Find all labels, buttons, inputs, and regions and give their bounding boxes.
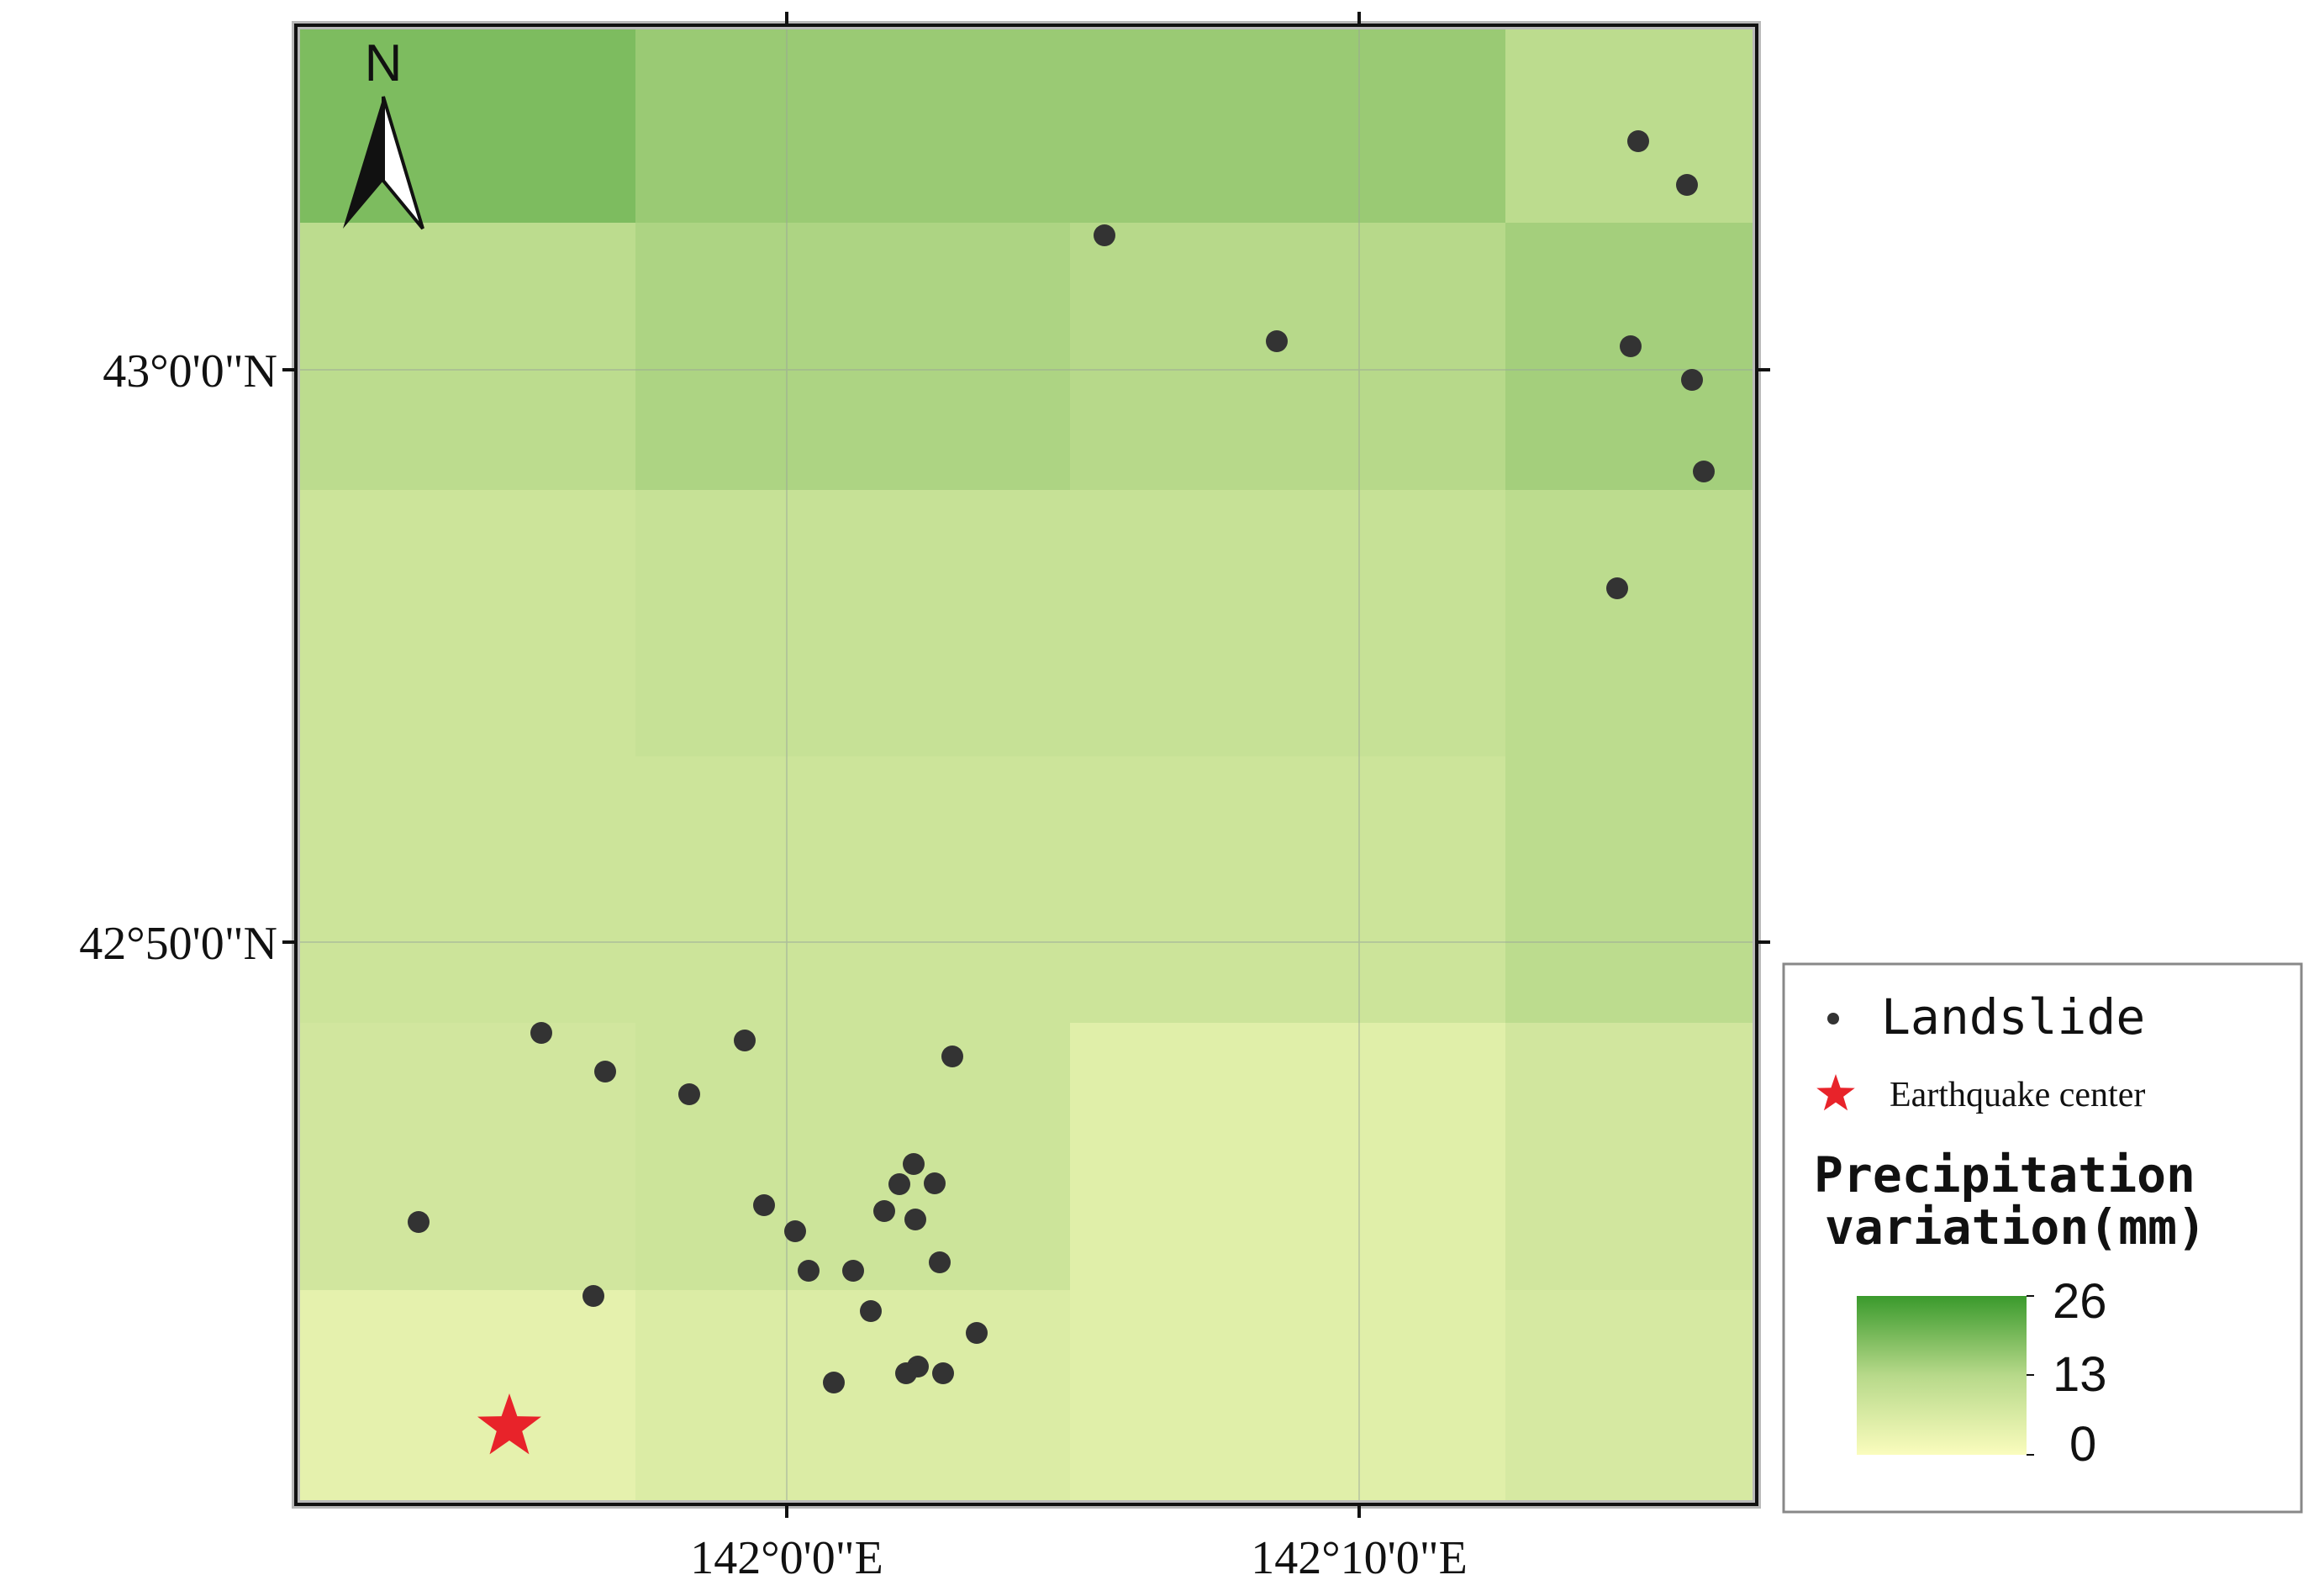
legend-ramp-ticks [2027, 1295, 2034, 1456]
landslide-point [753, 1194, 775, 1216]
landslide-point [941, 1046, 963, 1067]
precipitation-cell [296, 25, 635, 223]
lon-label-142-0: 142°0'0"E [690, 1532, 883, 1584]
precipitation-cell [635, 1290, 1070, 1504]
lat-label-42-50: 42°50'0"N [79, 918, 277, 970]
legend-tick-mid: 13 [2053, 1347, 2107, 1402]
earthquake-star-icon [477, 1393, 541, 1455]
landslide-point [842, 1260, 864, 1282]
precipitation-cell [1505, 1290, 1757, 1504]
precipitation-cell [635, 1023, 1070, 1290]
landslide-dot-icon [1827, 1013, 1839, 1024]
lat-label-43-0: 43°0'0"N [103, 345, 277, 398]
landslide-point [1266, 330, 1288, 352]
precipitation-cell [296, 756, 635, 1023]
landslide-point [1094, 224, 1115, 246]
precipitation-cell [1070, 1290, 1505, 1504]
precipitation-cell [1505, 1023, 1757, 1290]
precipitation-cell [1070, 223, 1505, 490]
precipitation-cell [1070, 490, 1505, 756]
landslide-point [408, 1211, 430, 1233]
landslide-point [904, 1209, 926, 1230]
landslide-point [678, 1083, 700, 1105]
legend-earthquake-label: Earthquake center [1890, 1076, 2145, 1114]
precipitation-cell [1070, 1023, 1505, 1290]
precipitation-cell [1505, 756, 1757, 1023]
landslide-point [594, 1061, 616, 1082]
landslide-point [860, 1300, 882, 1322]
precipitation-cell [1070, 756, 1505, 1023]
map-frame [294, 24, 1758, 1506]
landslide-point [784, 1220, 806, 1242]
precipitation-cell [296, 1023, 635, 1290]
legend-tick-min: 0 [2069, 1417, 2096, 1472]
landslide-point [582, 1285, 604, 1307]
precipitation-cell [296, 490, 635, 756]
legend-landslide-label: Landslide [1881, 988, 2145, 1046]
landslide-point [1676, 174, 1698, 196]
precipitation-cell [635, 756, 1070, 1023]
graticule [296, 25, 1757, 1504]
landslide-points [408, 130, 1715, 1393]
precipitation-cell [296, 1290, 635, 1504]
precipitation-cell [1070, 25, 1505, 223]
precipitation-cell [635, 25, 1070, 223]
legend-title-line2: variation(mm) [1825, 1198, 2206, 1256]
precipitation-cell [635, 223, 1070, 490]
landslide-point [1627, 130, 1649, 152]
landslide-point [734, 1030, 756, 1051]
landslide-point [932, 1362, 954, 1384]
precipitation-cell [296, 223, 635, 490]
legend-color-ramp [1857, 1296, 2027, 1455]
landslide-point [924, 1172, 946, 1194]
landslide-point [966, 1322, 988, 1344]
precipitation-cell [1505, 25, 1757, 223]
landslide-point [903, 1153, 925, 1175]
earthquake-star-icon [1816, 1074, 1855, 1111]
landslide-point [1606, 577, 1628, 599]
legend-tick-max: 26 [2053, 1274, 2107, 1329]
landslide-point [530, 1022, 552, 1044]
landslide-point [823, 1372, 845, 1393]
landslide-point [1620, 335, 1642, 357]
legend-title-line1: Precipitation [1814, 1146, 2195, 1204]
north-label: N [365, 34, 403, 92]
north-arrow-icon: N [343, 34, 424, 230]
landslide-point [895, 1362, 917, 1384]
frame-ticks [282, 12, 1770, 1518]
landslide-point [1681, 369, 1703, 391]
precipitation-raster [296, 25, 1757, 1504]
landslide-point [798, 1260, 820, 1282]
precipitation-cell [1505, 490, 1757, 756]
lon-label-142-10: 142°10'0"E [1251, 1532, 1468, 1584]
precipitation-cell [635, 490, 1070, 756]
landslide-point [1693, 461, 1715, 482]
landslide-point [873, 1200, 895, 1222]
landslide-point [888, 1173, 910, 1195]
legend: Landslide Earthquake center Precipitatio… [1782, 962, 2303, 1514]
landslide-point [929, 1251, 951, 1273]
